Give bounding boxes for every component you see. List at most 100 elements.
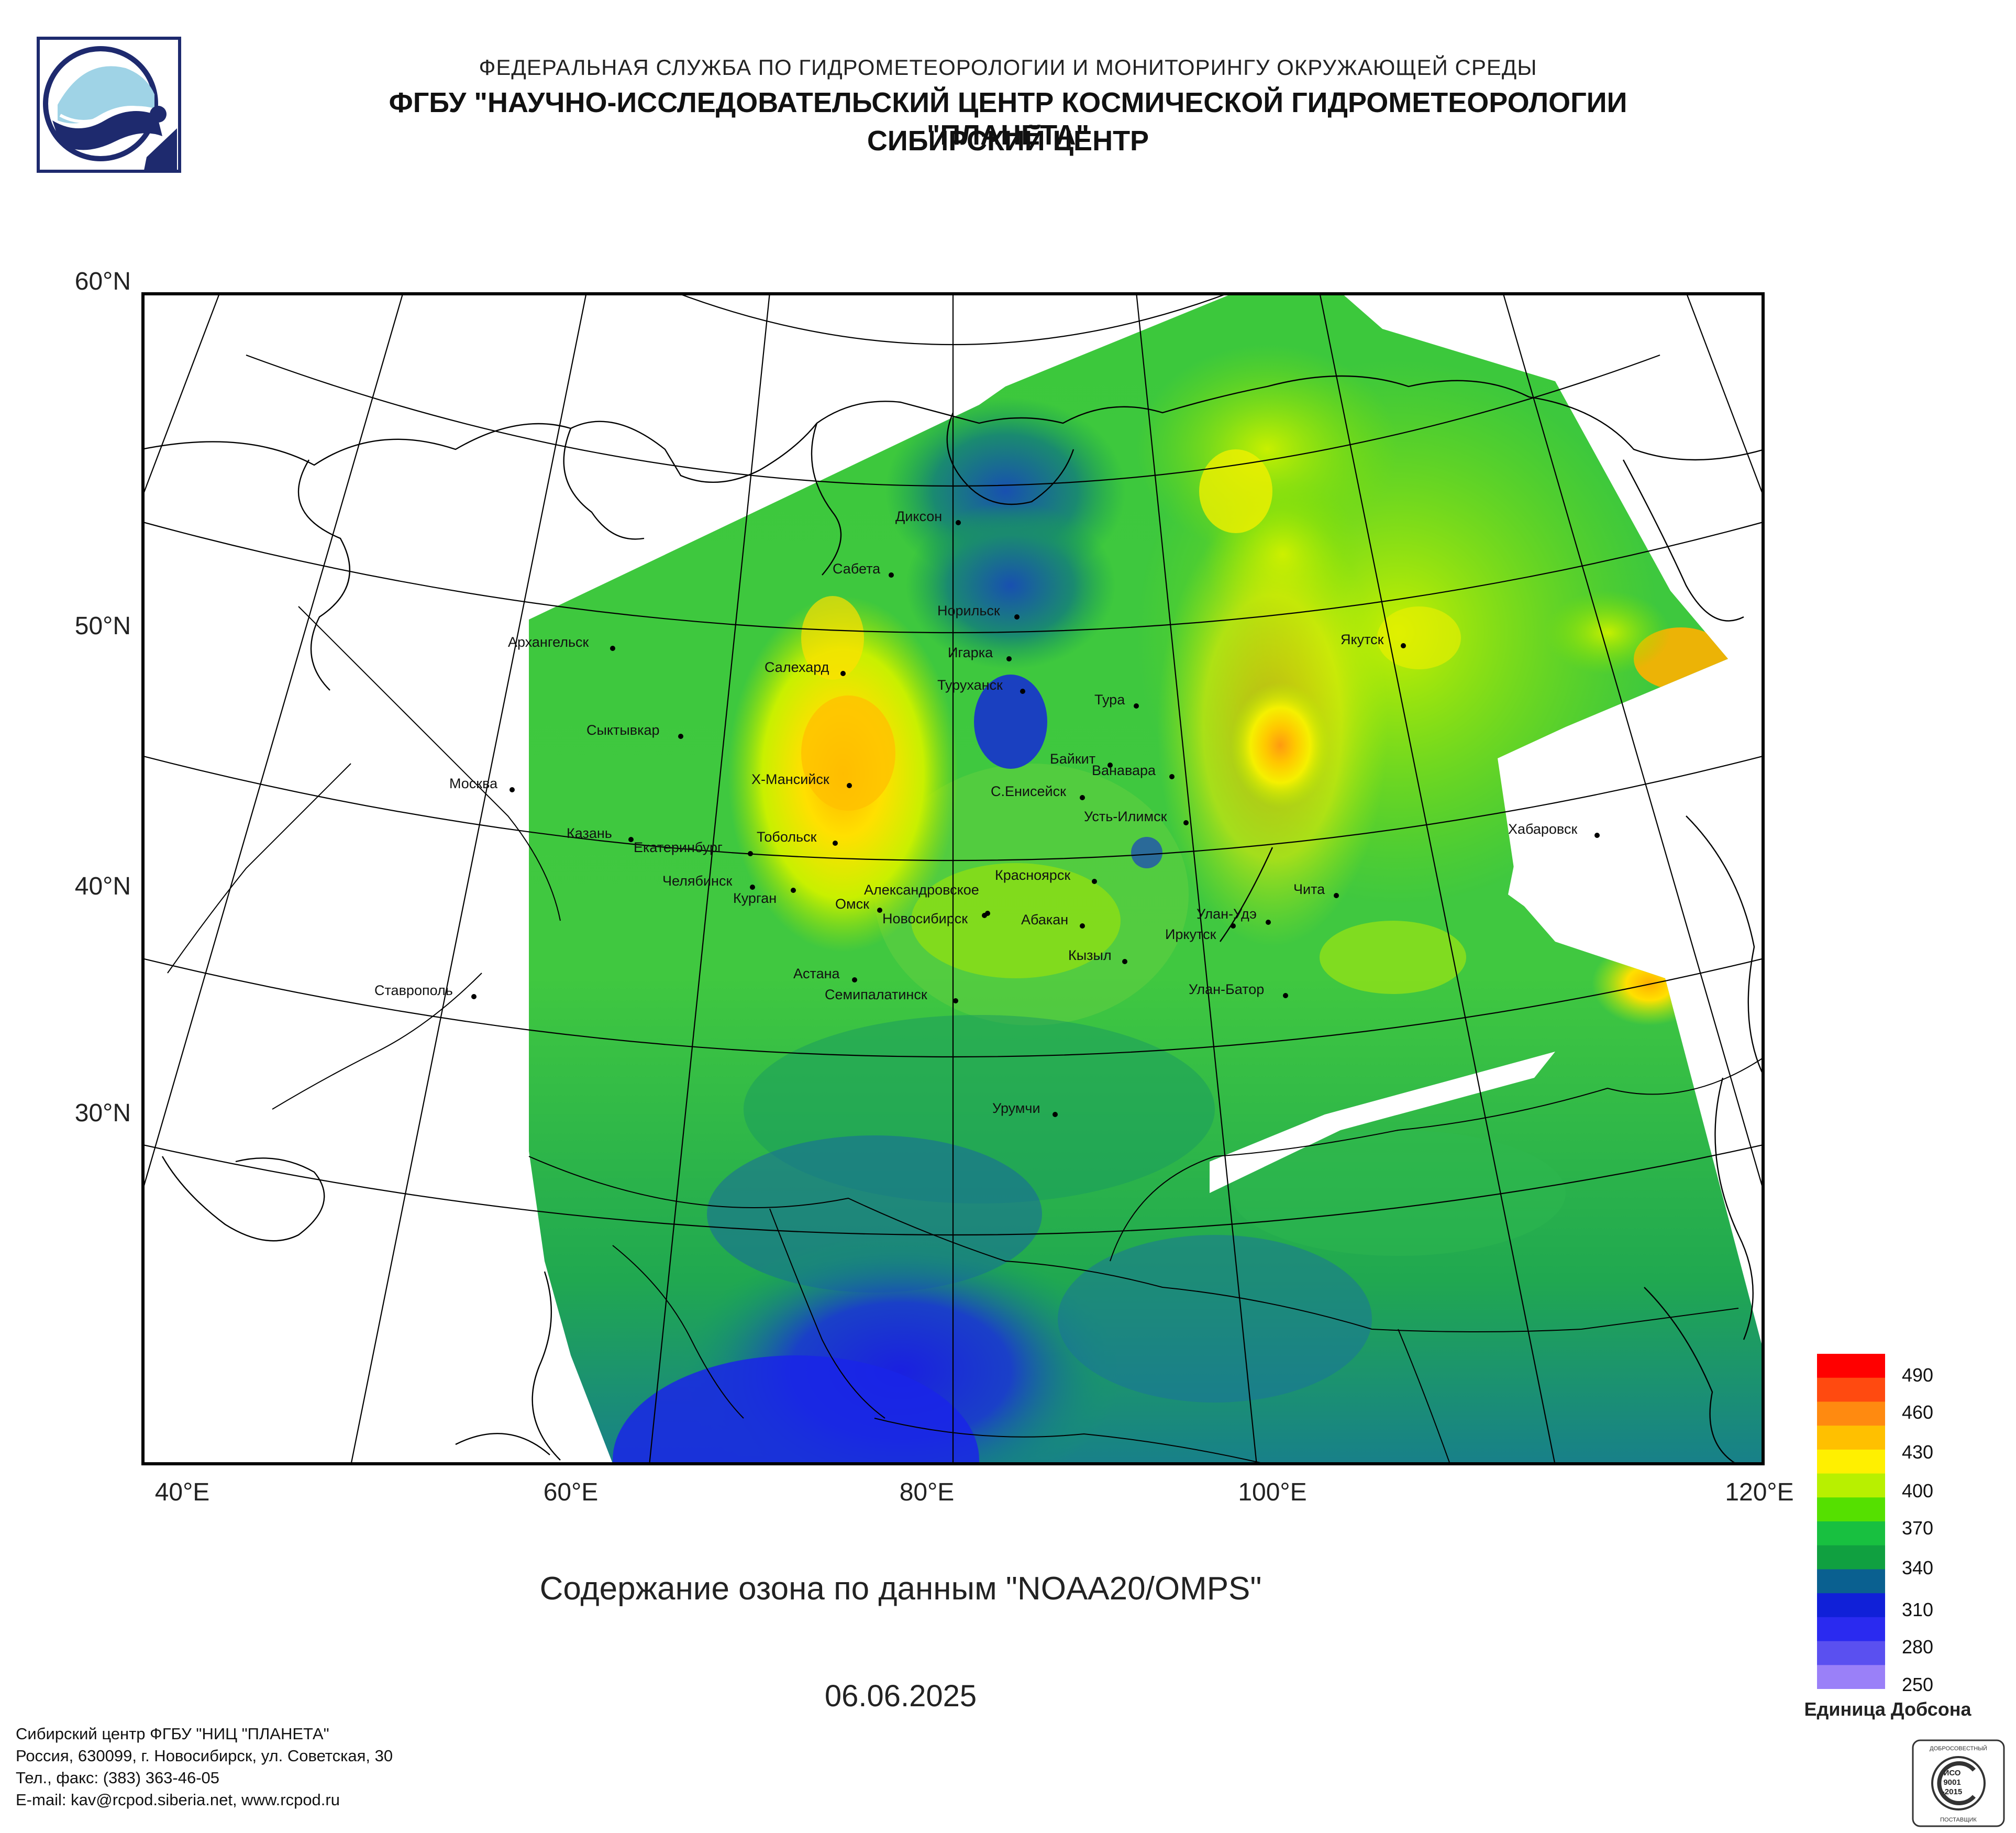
legend-swatch	[1817, 1641, 1885, 1665]
footer-org: Сибирский центр ФГБУ "НИЦ "ПЛАНЕТА"	[16, 1725, 329, 1743]
graticule	[141, 292, 1765, 1465]
svg-text:Норильск: Норильск	[937, 603, 1000, 619]
svg-text:Тура: Тура	[1094, 692, 1125, 708]
city-baykit: Байкит	[1050, 751, 1113, 768]
city-novosibirsk: Новосибирск	[882, 911, 987, 926]
city-aleksandrovskoe: Александровское	[864, 882, 990, 916]
city-markers: Диксон Сабета Норильск Архангельск Салех…	[374, 509, 1600, 1117]
legend-swatch	[1817, 1497, 1885, 1522]
svg-text:Тобольск: Тобольск	[757, 829, 817, 845]
svg-text:Екатеринбург: Екатеринбург	[634, 840, 723, 855]
city-arkhangelsk: Архангельск	[508, 634, 615, 651]
svg-text:Курган: Курган	[733, 890, 777, 906]
svg-text:Диксон: Диксон	[895, 509, 942, 524]
legend-tick-430: 430	[1902, 1441, 1934, 1463]
city-turukhansk: Туруханск	[937, 677, 1025, 694]
legend-swatch	[1817, 1473, 1885, 1498]
agency-title: ФЕДЕРАЛЬНАЯ СЛУЖБА ПО ГИДРОМЕТЕОРОЛОГИИ …	[479, 55, 1537, 80]
city-dikson: Диксон	[895, 509, 961, 525]
svg-text:Абакан: Абакан	[1021, 912, 1068, 927]
lon-label-60e: 60°E	[543, 1478, 599, 1506]
city-irkutsk: Иркутск	[1165, 923, 1236, 942]
legend-swatch	[1817, 1401, 1885, 1426]
svg-text:Астана: Астана	[793, 966, 840, 981]
svg-text:Сабета: Сабета	[833, 561, 881, 577]
legend-swatch	[1817, 1354, 1885, 1378]
svg-text:ПОСТАВЩИК: ПОСТАВЩИК	[1940, 1817, 1977, 1823]
svg-text:Туруханск: Туруханск	[937, 677, 1003, 693]
footer-contacts: Сибирский центр ФГБУ "НИЦ "ПЛАНЕТА" Росс…	[16, 1723, 393, 1811]
svg-text:Архангельск: Архангельск	[508, 634, 589, 650]
svg-text:Кызыл: Кызыл	[1068, 947, 1112, 963]
legend-tick-370: 370	[1902, 1517, 1934, 1539]
svg-text:С.Енисейск: С.Енисейск	[991, 783, 1066, 799]
legend-tick-340: 340	[1902, 1557, 1934, 1578]
svg-text:9001: 9001	[1943, 1778, 1960, 1787]
city-astana: Астана	[793, 966, 857, 982]
city-kyzyl: Кызыл	[1068, 947, 1127, 964]
footer-email: E-mail: kav@rcpod.siberia.net, www.rcpod…	[16, 1791, 340, 1809]
city-ulaanbaatar: Улан-Батор	[1189, 981, 1288, 998]
footer-address: Россия, 630099, г. Новосибирск, ул. Сове…	[16, 1747, 393, 1765]
svg-text:Игарка: Игарка	[948, 645, 993, 660]
city-severo-yeniseysk: С.Енисейск	[991, 783, 1085, 800]
legend-tick-400: 400	[1902, 1480, 1934, 1501]
footer-phone: Тел., факс: (383) 363-46-05	[16, 1769, 220, 1787]
legend-tick-460: 460	[1902, 1401, 1934, 1423]
city-abakan: Абакан	[1021, 912, 1085, 929]
legend-swatch	[1817, 1377, 1885, 1402]
svg-text:Байкит: Байкит	[1050, 751, 1095, 767]
city-stavropol: Ставрополь	[374, 982, 477, 999]
svg-text:Москва: Москва	[449, 776, 498, 791]
city-kurgan: Курган	[733, 888, 796, 906]
ozone-map: Диксон Сабета Норильск Архангельск Салех…	[141, 292, 1765, 1465]
institute-title: ФГБУ "НАУЧНО-ИССЛЕДОВАТЕЛЬСКИЙ ЦЕНТР КОС…	[389, 87, 1627, 151]
planeta-logo	[37, 37, 181, 173]
city-ust-ilimsk: Усть-Илимск	[1084, 809, 1189, 825]
legend-tick-490: 490	[1902, 1364, 1934, 1386]
legend-swatch	[1817, 1521, 1885, 1546]
lat-label-30n: 30°N	[74, 1099, 131, 1127]
legend-swatch	[1817, 1569, 1885, 1594]
city-kazan: Казань	[567, 825, 634, 842]
map-date: 06.06.2025	[824, 1679, 977, 1713]
city-chita: Чита	[1293, 881, 1339, 898]
legend-swatch	[1817, 1449, 1885, 1474]
city-tobolsk: Тобольск	[757, 829, 838, 846]
city-sabeta: Сабета	[833, 561, 894, 578]
city-urumqi: Урумчи	[992, 1100, 1058, 1117]
svg-text:Якутск: Якутск	[1341, 632, 1384, 647]
map-border	[141, 292, 1765, 1465]
legend-swatch	[1817, 1593, 1885, 1618]
svg-text:Иркутск: Иркутск	[1165, 926, 1216, 942]
iso-certification-badge: ДОБРОСОВЕСТНЫЙ ИСО 9001 -2015 ПОСТАВЩИК	[1912, 1739, 2005, 1827]
lat-label-40n: 40°N	[74, 873, 131, 900]
city-semipalatinsk: Семипалатинск	[825, 987, 958, 1003]
svg-text:Ставрополь: Ставрополь	[374, 982, 453, 998]
legend-swatch	[1817, 1426, 1885, 1450]
city-yakutsk: Якутск	[1341, 632, 1406, 648]
city-chelyabinsk: Челябинск	[662, 873, 755, 890]
svg-text:Сыктывкар: Сыктывкар	[586, 722, 660, 738]
legend-tick-280: 280	[1902, 1636, 1934, 1658]
svg-text:Александровское: Александровское	[864, 882, 979, 898]
svg-text:Усть-Илимск: Усть-Илимск	[1084, 809, 1167, 824]
map-caption: Содержание озона по данным "NOAA20/OMPS"	[539, 1571, 1262, 1607]
city-vanavara: Ванавара	[1092, 763, 1175, 779]
lon-label-40e: 40°E	[154, 1478, 210, 1506]
svg-text:Хабаровск: Хабаровск	[1508, 821, 1577, 837]
city-tura: Тура	[1094, 692, 1139, 709]
city-syktyvkar: Сыктывкар	[586, 722, 683, 739]
svg-text:Салехард: Салехард	[765, 659, 829, 675]
svg-text:ИСО: ИСО	[1944, 1769, 1961, 1777]
color-legend-bar	[1817, 1354, 1885, 1689]
legend-swatch	[1817, 1545, 1885, 1570]
city-norilsk: Норильск	[937, 603, 1020, 620]
country-borders	[167, 606, 1765, 1465]
svg-text:Новосибирск: Новосибирск	[882, 911, 968, 926]
svg-text:Челябинск: Челябинск	[662, 873, 732, 889]
lat-label-60n: 60°N	[74, 268, 131, 295]
center-title: СИБИРСКИЙ ЦЕНТР	[867, 125, 1149, 157]
legend-swatch	[1817, 1665, 1885, 1689]
svg-text:Ванавара: Ванавара	[1092, 763, 1156, 778]
